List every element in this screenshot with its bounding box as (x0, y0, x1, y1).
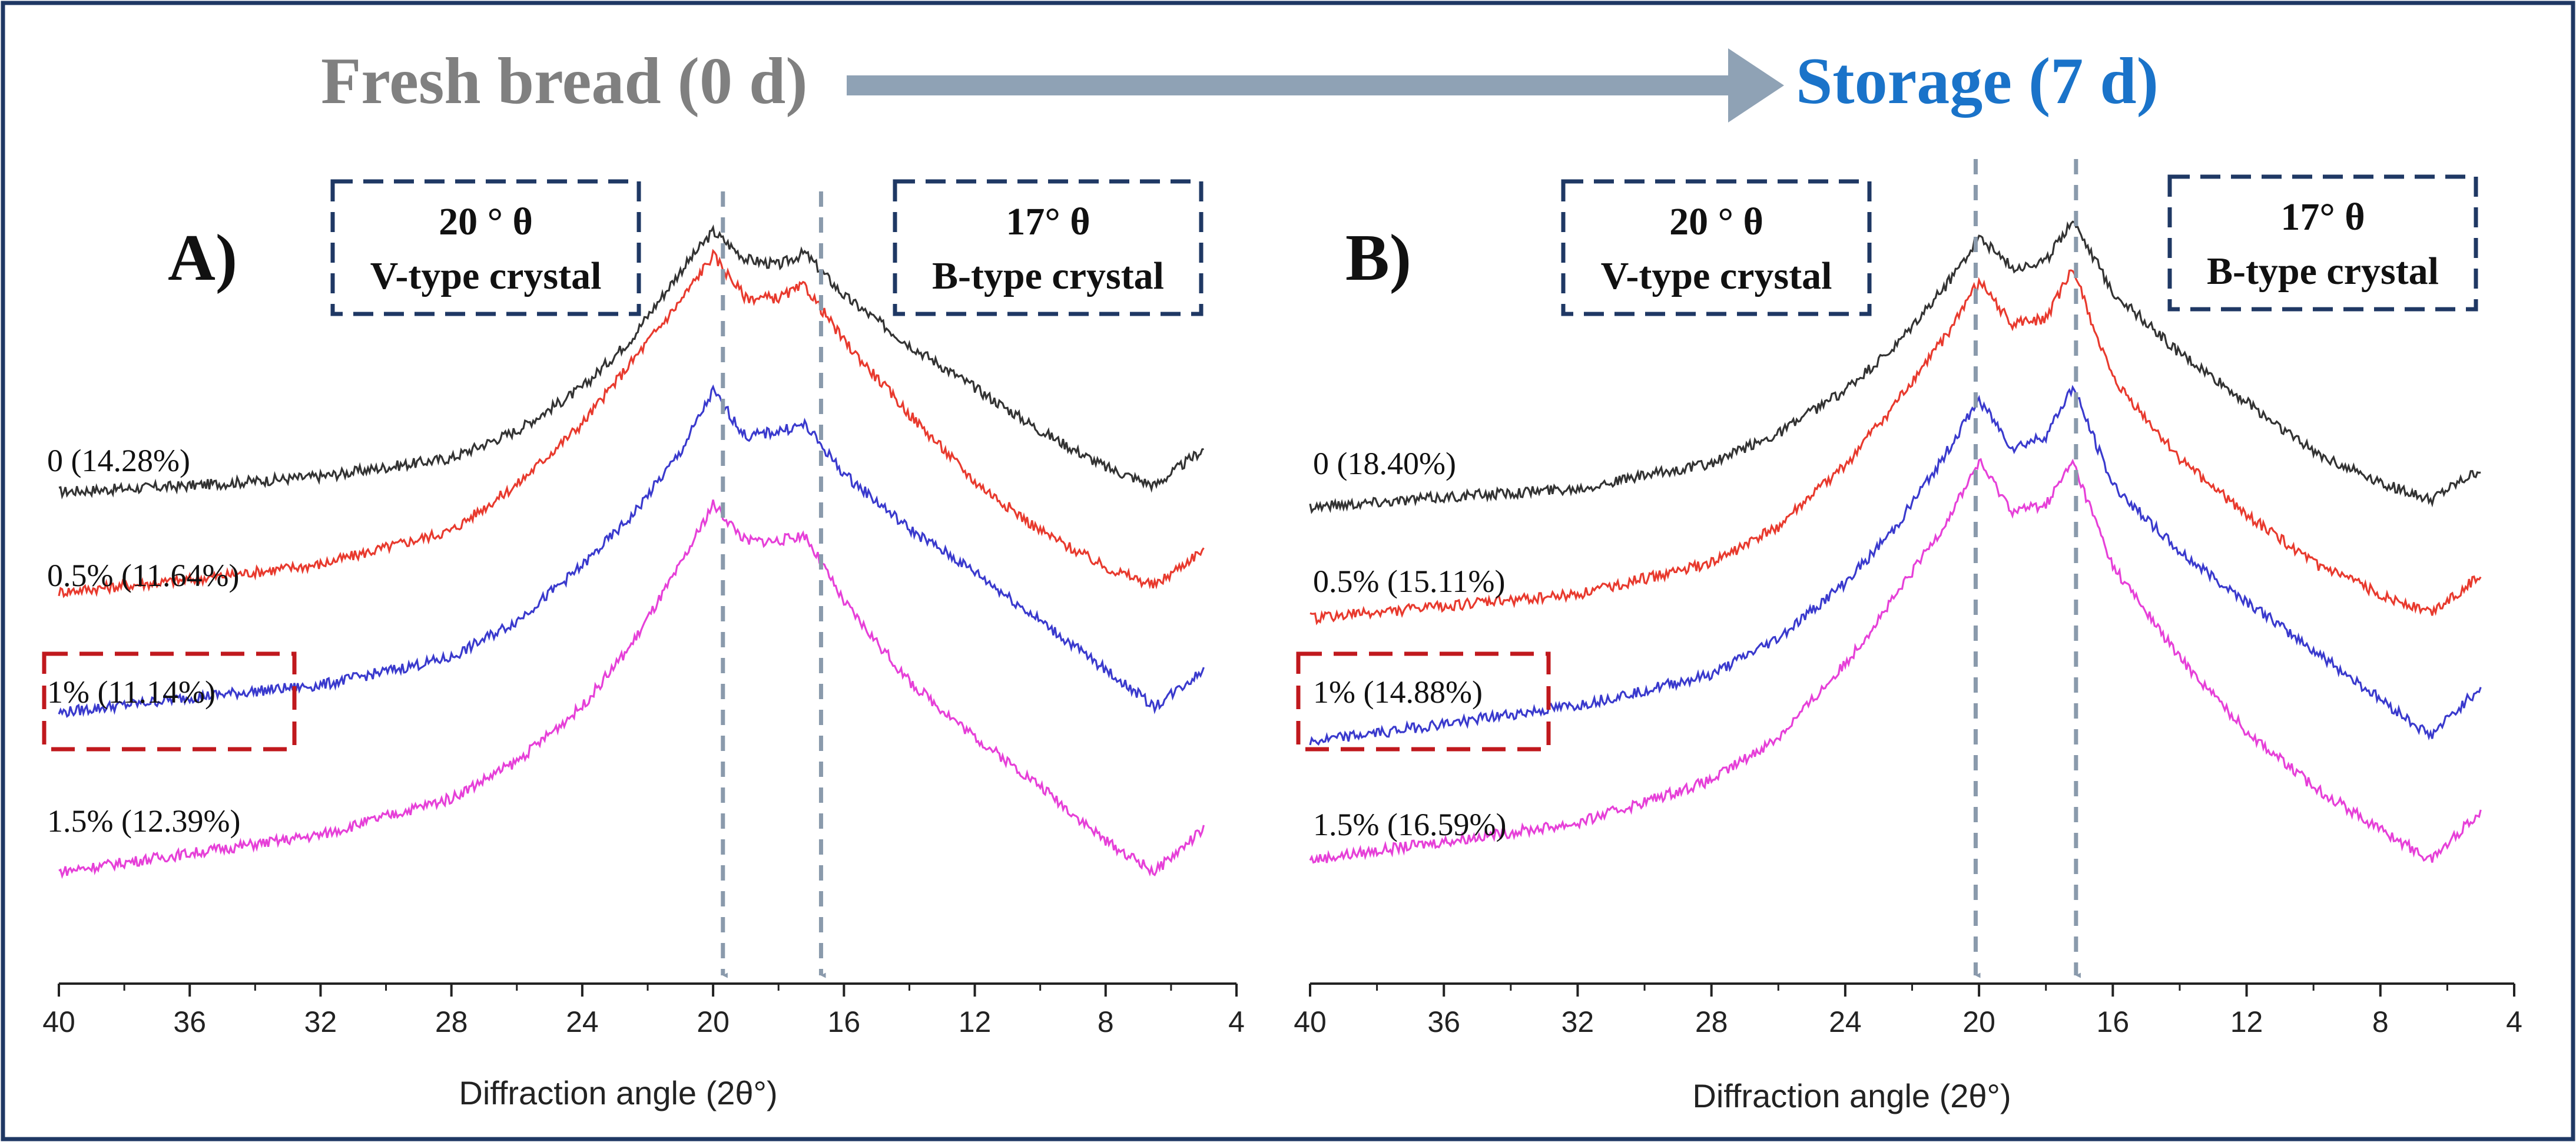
x-tick-label: 32 (1561, 1005, 1594, 1038)
panel-a: A) 20 ° θ V-type crystal 17° θ B-type cr… (42, 179, 1245, 1111)
series-label: 1.5% (12.39%) (47, 803, 240, 839)
series-line (58, 499, 1205, 879)
x-tick-label: 4 (1228, 1005, 1245, 1038)
guide-layer (721, 191, 826, 978)
v-type-box (1561, 179, 1872, 316)
x-tick-label: 28 (1695, 1005, 1728, 1038)
x-tick-label: 4 (2506, 1005, 2522, 1038)
series-line (1309, 458, 2482, 864)
x-axis: 40 36 32 28 24 20 16 12 8 4 (42, 982, 1245, 1038)
x-tick-label: 40 (42, 1005, 75, 1038)
series-label: 0.5% (15.11%) (1313, 564, 1505, 599)
x-tick-label: 16 (828, 1005, 861, 1038)
b-type-box-line1: 17° θ (2280, 196, 2365, 239)
label-layer: 0 (14.28%) 0.5% (11.64%) 1% (11.14%) 1.5% (… (47, 443, 240, 839)
series-line (1309, 220, 2481, 514)
b-type-box-line2: B-type crystal (932, 254, 1164, 297)
b-type-box (2167, 174, 2478, 312)
x-tick-label: 24 (566, 1005, 599, 1038)
series-label: 1.5% (16.59%) (1313, 807, 1506, 842)
series-label: 0 (14.28%) (47, 443, 190, 478)
series-line (58, 384, 1205, 719)
x-axis-label: Diffraction angle (2θ°) (1692, 1077, 2011, 1114)
series-line (1309, 269, 2482, 626)
header-right-title: Storage (7 d) (1796, 45, 2159, 118)
x-tick-label: 36 (1427, 1005, 1460, 1038)
x-tick-label: 20 (1962, 1005, 1995, 1038)
series-line (58, 224, 1204, 500)
series-line (1309, 385, 2482, 746)
v-type-box-line1: 20 ° θ (1669, 200, 1763, 243)
x-tick-label: 12 (959, 1005, 992, 1038)
panel-b: B) 20 ° θ V-type crystal 17° θ B-type cr… (1294, 159, 2522, 1114)
b-type-box-line1: 17° θ (1006, 200, 1090, 243)
x-tick-label: 32 (304, 1005, 337, 1038)
series-label: 0 (18.40%) (1313, 446, 1456, 481)
series-label: 0.5% (11.64%) (47, 558, 239, 593)
highlight-box (42, 651, 297, 752)
x-tick-label: 36 (173, 1005, 206, 1038)
x-tick-label: 8 (2372, 1005, 2389, 1038)
x-tick-label: 24 (1829, 1005, 1862, 1038)
panel-label: A) (168, 221, 237, 294)
v-type-box-line2: V-type crystal (1601, 254, 1832, 297)
x-tick-label: 40 (1294, 1005, 1327, 1038)
header-arrow-head (1728, 48, 1784, 123)
x-tick-label: 16 (2097, 1005, 2130, 1038)
highlight-box (1296, 651, 1551, 752)
header-left-title: Fresh bread (0 d) (321, 45, 808, 118)
x-axis: 40 36 32 28 24 20 16 12 8 4 (1294, 982, 2522, 1038)
series-layer (1309, 220, 2482, 864)
b-type-box (893, 179, 1204, 316)
x-tick-label: 28 (435, 1005, 468, 1038)
x-axis-label: Diffraction angle (2θ°) (459, 1074, 777, 1111)
b-type-box-line2: B-type crystal (2207, 250, 2439, 293)
panel-label: B) (1345, 221, 1411, 294)
series-label: 1% (14.88%) (1313, 674, 1483, 710)
label-layer: 0 (18.40%) 0.5% (15.11%) 1% (14.88%) 1.5% (… (1313, 446, 1506, 842)
guide-layer (1973, 159, 2081, 978)
v-type-box (330, 179, 641, 316)
x-tick-label: 20 (697, 1005, 730, 1038)
x-tick-label: 8 (1098, 1005, 1114, 1038)
series-label: 1% (11.14%) (47, 674, 216, 710)
v-type-box-line1: 20 ° θ (439, 200, 533, 243)
x-tick-label: 12 (2230, 1005, 2263, 1038)
v-type-box-line2: V-type crystal (370, 254, 602, 297)
series-line (58, 249, 1205, 598)
series-layer (58, 224, 1205, 879)
